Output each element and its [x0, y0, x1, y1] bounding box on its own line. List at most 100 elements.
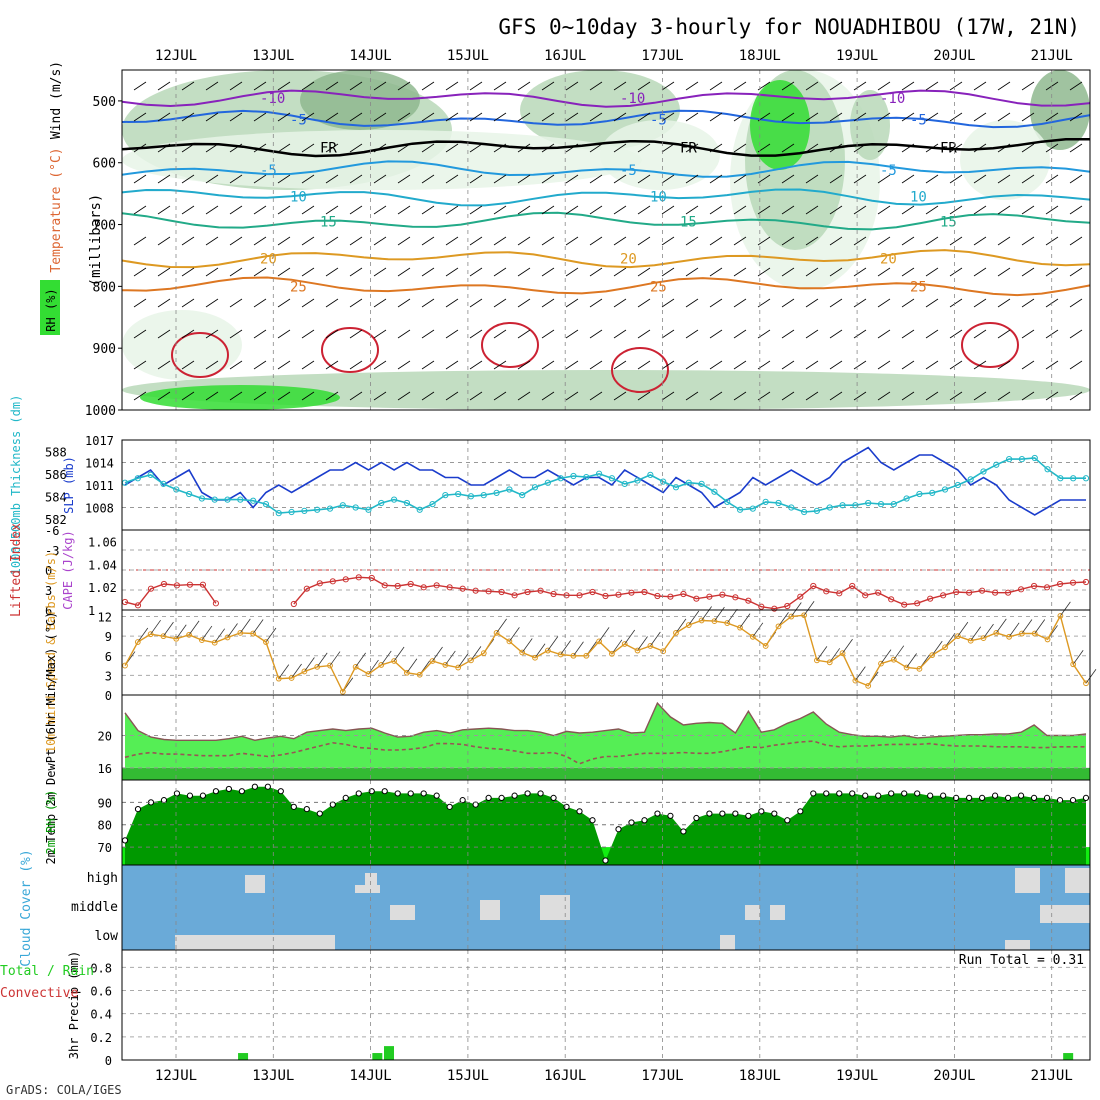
wind-barb — [205, 112, 219, 122]
thickness-point — [1031, 454, 1038, 462]
wind-barb — [781, 205, 795, 215]
run-total-label: Run Total = 0.31 — [959, 953, 1084, 968]
ytick-label-thickness: 586 — [45, 468, 67, 482]
wind-barb — [637, 360, 651, 370]
wind-barb — [517, 81, 531, 91]
ytick-label-rh: 90 — [98, 796, 112, 810]
wind-barb — [893, 645, 905, 660]
li-line — [124, 576, 1087, 610]
wind-barb — [661, 236, 675, 246]
wind-barb — [432, 646, 443, 662]
rh-point — [836, 790, 843, 797]
rh-point — [706, 810, 713, 817]
rh-point — [264, 783, 271, 790]
wind-barb — [325, 298, 339, 308]
wind-barb — [829, 205, 843, 215]
wind-barb — [781, 143, 795, 153]
wind-barb — [925, 112, 939, 122]
wind-barb — [541, 298, 555, 308]
wind-barb — [637, 143, 651, 153]
warm-contour — [171, 332, 229, 378]
thickness-point — [442, 492, 449, 499]
rh-shading — [140, 385, 340, 410]
wind-barb — [325, 329, 339, 339]
wind-barb — [469, 236, 483, 246]
wind-barb — [637, 81, 651, 91]
li-point — [797, 593, 804, 600]
wind-barb — [181, 236, 195, 246]
wind-barb — [349, 329, 363, 339]
wind-barb — [325, 236, 339, 246]
y-axis-label-slp: SLP (mb) — [62, 456, 76, 514]
wind-barb — [469, 298, 483, 308]
wind-barb — [611, 639, 623, 655]
wind-barb — [373, 391, 387, 401]
wind-barb — [901, 174, 915, 184]
rh-point — [940, 792, 947, 799]
wind-barb — [325, 205, 339, 215]
rh-point — [1004, 794, 1012, 801]
wind-barb — [470, 646, 482, 661]
thickness-point — [993, 461, 1000, 468]
wind-barb — [163, 621, 174, 637]
rh-point — [485, 794, 492, 801]
wind-barb — [688, 610, 700, 626]
rh-point — [407, 790, 414, 797]
precip-label-convective: Convective — [0, 986, 78, 1001]
wind-barb — [541, 174, 555, 184]
rh-shading — [122, 130, 642, 190]
cloud-row-label: low — [95, 929, 119, 944]
ytick-label-precip: 0.8 — [90, 961, 112, 975]
wind-barb — [1069, 329, 1083, 339]
wind-barb — [565, 236, 579, 246]
wind-barb — [685, 174, 699, 184]
wind-barb — [997, 81, 1011, 91]
wind-barb — [781, 81, 795, 91]
wind-barb — [624, 629, 636, 645]
wind-barb — [949, 112, 963, 122]
wind-barb — [397, 143, 411, 153]
wind-barb — [253, 391, 267, 401]
wind-barb — [675, 618, 687, 634]
rh-point — [1082, 794, 1090, 801]
wind-barb — [805, 112, 819, 122]
thickness-point — [365, 506, 372, 513]
wind-barb — [637, 298, 651, 308]
wind-barb — [397, 236, 411, 246]
wind-barb — [277, 236, 291, 246]
wind-barb — [301, 267, 315, 277]
y-axis-label-temp: 2m Temp 2m DewPt (6hr Min/Max) (°C) — [44, 612, 58, 865]
wind-barb — [469, 360, 483, 370]
wind-barb — [157, 174, 171, 184]
wind-barb — [229, 236, 243, 246]
wind-barb — [805, 236, 819, 246]
wind-barb — [829, 267, 843, 277]
li-point — [303, 585, 310, 592]
wind-barb — [925, 329, 939, 339]
wind-point — [775, 623, 782, 630]
day-label-top: 18JUL — [739, 48, 781, 64]
wind-barb — [661, 174, 675, 184]
y-axis-label-precip: 3hr Precip (mm) — [67, 951, 81, 1059]
wind-barb — [517, 267, 531, 277]
wind-barb — [877, 236, 891, 246]
wind-barb — [229, 205, 243, 215]
wind-barb — [517, 174, 531, 184]
wind-barb — [469, 205, 483, 215]
wind-barb — [239, 618, 251, 634]
isotherm-line — [121, 89, 1091, 108]
thickness-point — [749, 505, 756, 512]
wind-barb — [589, 81, 603, 91]
wind-barb — [349, 143, 363, 153]
wind-barb — [853, 329, 867, 339]
wind-barb — [175, 624, 187, 640]
li-point — [888, 596, 895, 603]
rh-point — [784, 817, 791, 824]
wind-barb — [1069, 143, 1083, 153]
wind-barb — [181, 267, 195, 277]
wind-barb — [661, 391, 675, 401]
wind-barb — [1045, 174, 1059, 184]
rh-point — [550, 794, 557, 801]
wind-barb — [397, 174, 411, 184]
wind-barb — [997, 112, 1011, 122]
